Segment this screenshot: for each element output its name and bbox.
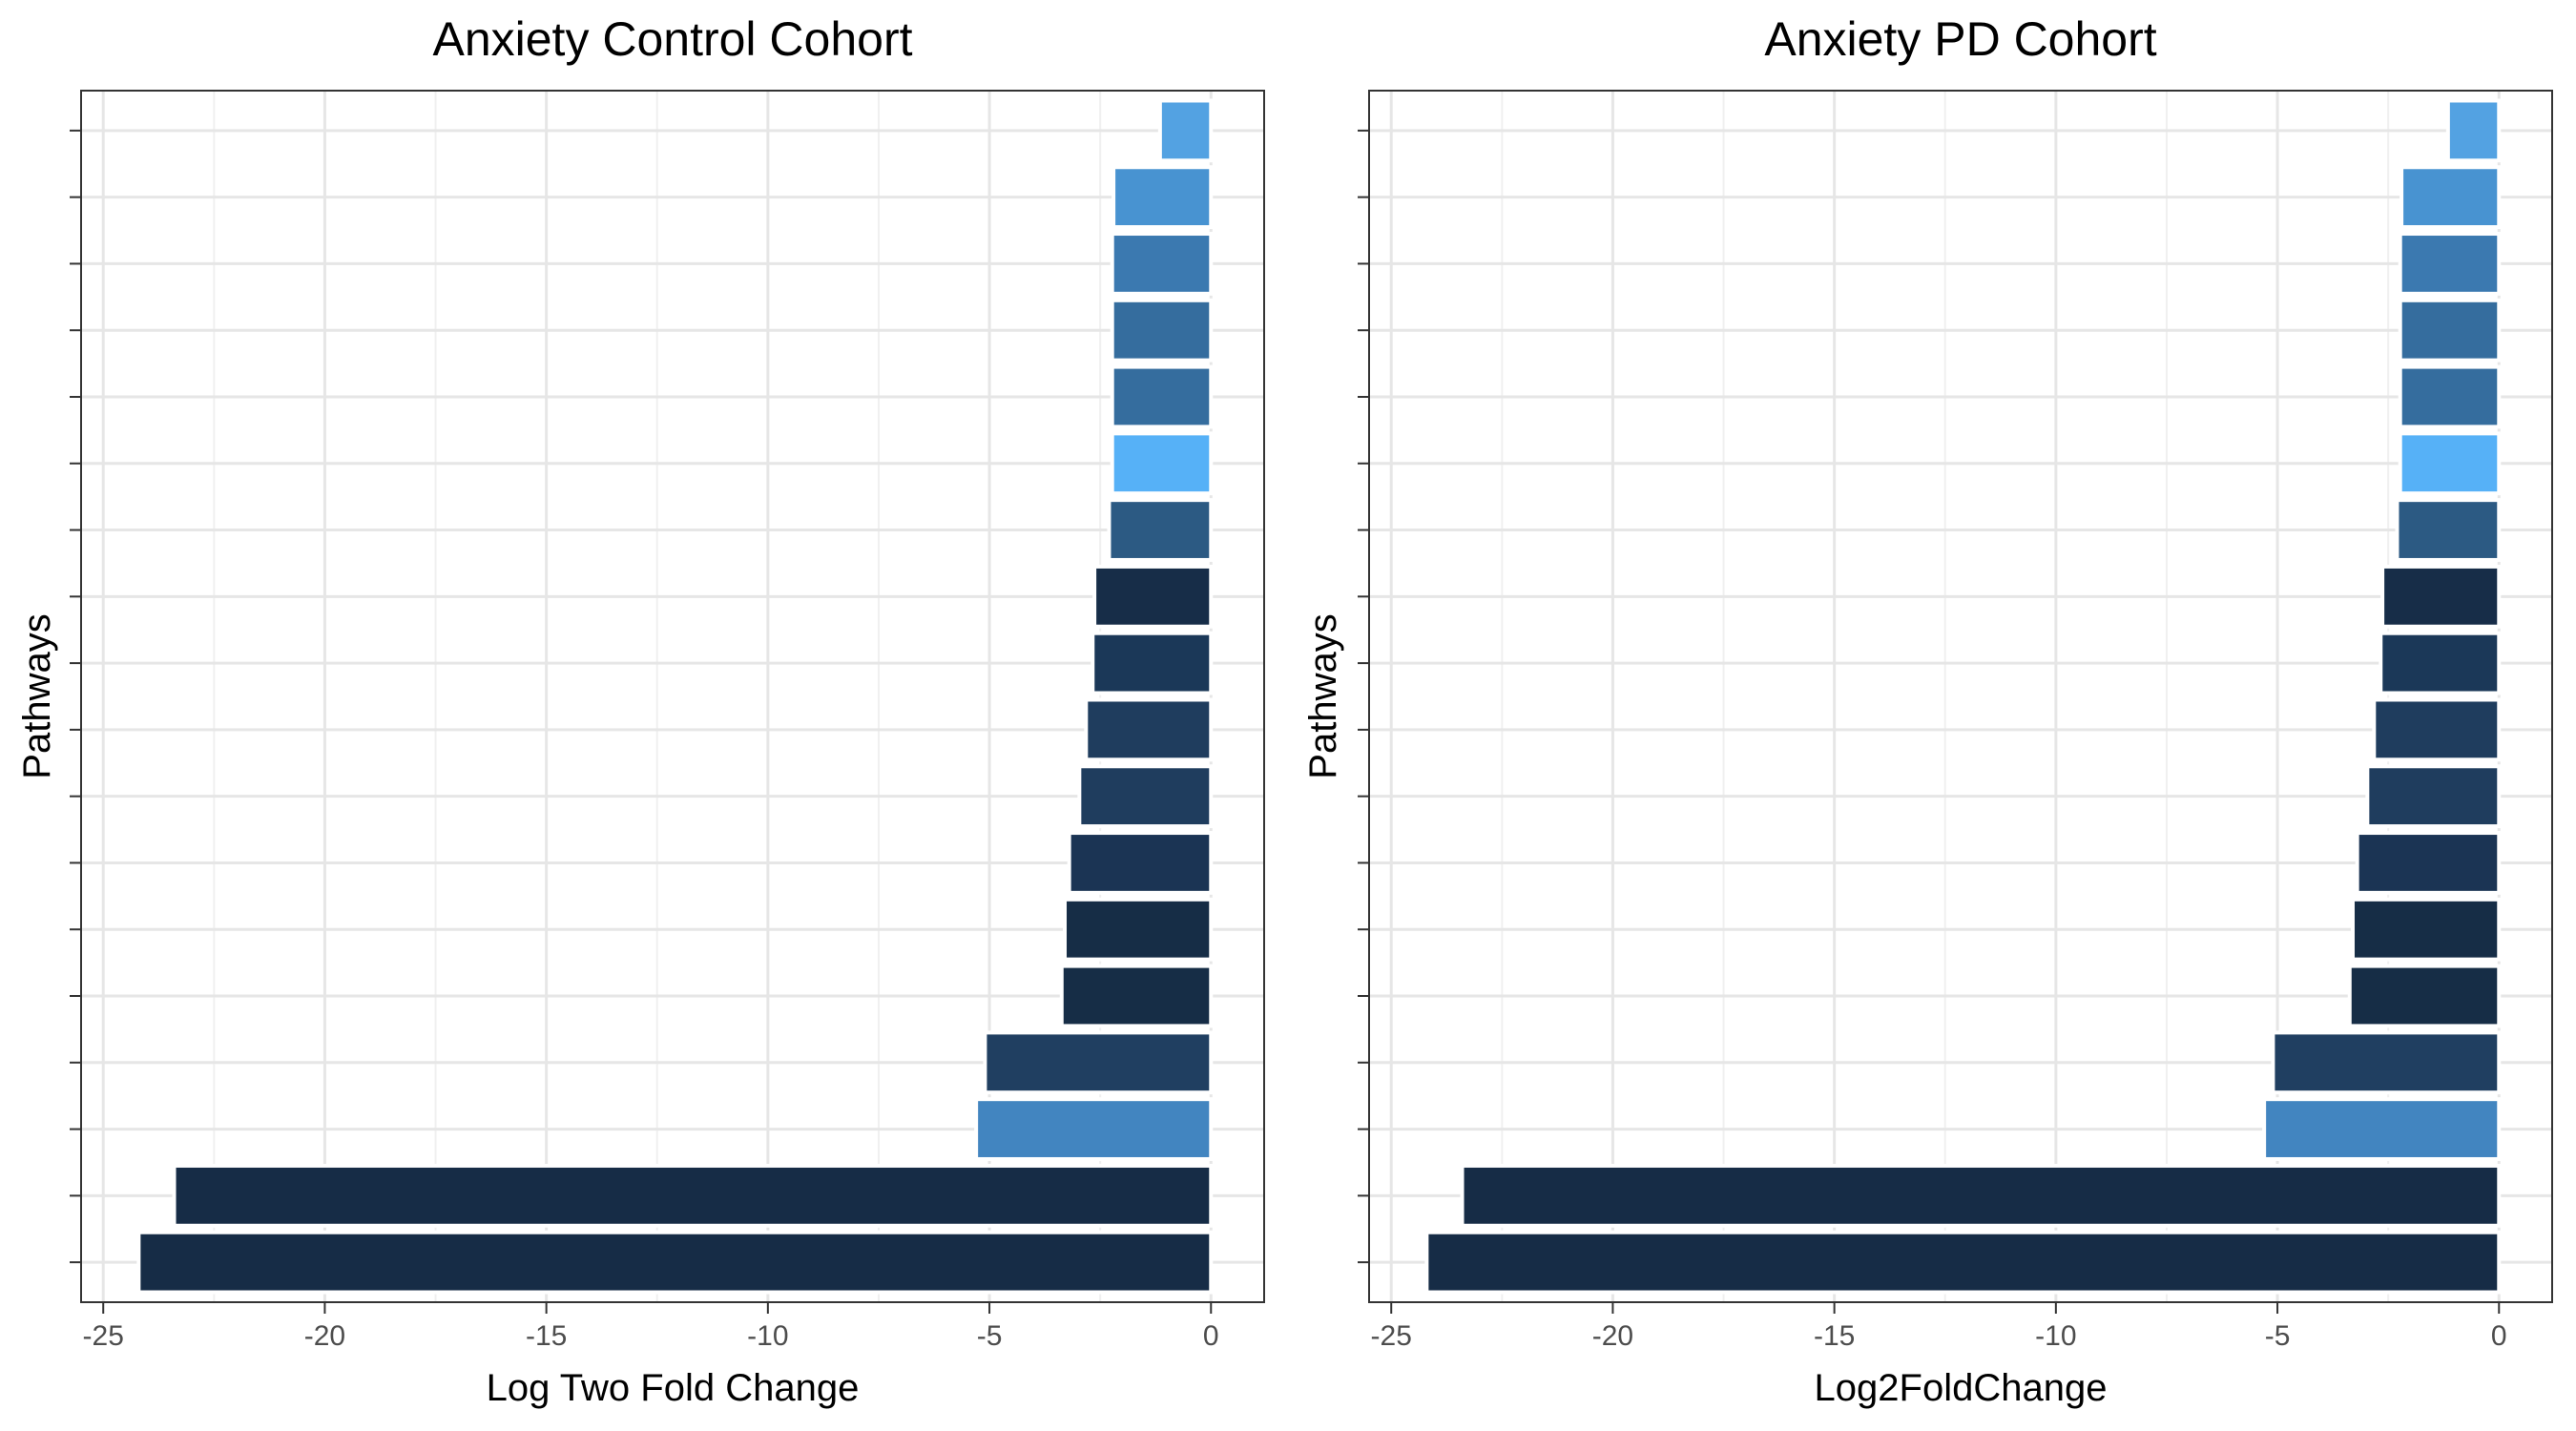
x-axis-title: Log Two Fold Change: [487, 1367, 860, 1409]
bar: [1424, 1230, 2502, 1295]
bar: [2380, 564, 2502, 629]
bar: [1111, 165, 1214, 230]
bar: [1092, 564, 1214, 629]
bar: [2398, 232, 2502, 296]
bar: [2398, 364, 2502, 429]
bar: [2379, 631, 2502, 695]
panel-border: [80, 90, 1265, 1303]
x-tick-label: 0: [2491, 1320, 2507, 1352]
bar: [2365, 764, 2502, 829]
x-tick-label: -10: [747, 1320, 788, 1352]
bar: [2262, 1097, 2502, 1161]
bar: [2398, 298, 2502, 363]
bar: [172, 1163, 1214, 1228]
panel-2: -25 -20 -15 -10 -5 0 Anxiety PD Cohort Log2Fold…: [1302, 12, 2553, 1409]
bar: [974, 1097, 1214, 1161]
bar: [2347, 964, 2502, 1028]
bar: [1110, 364, 1214, 429]
x-tick-label: -20: [1592, 1320, 1633, 1352]
x-tick-label: -20: [304, 1320, 345, 1352]
y-axis-title: Pathways: [1302, 613, 1344, 778]
bar: [2372, 697, 2502, 762]
bar: [2351, 897, 2502, 962]
chart-title: Anxiety Control Cohort: [432, 12, 912, 66]
panel-1: -25 -20 -15 -10 -5 0 Anxiety Control Cohort Log…: [16, 12, 1265, 1409]
bar: [1460, 1163, 2502, 1228]
bar: [1063, 897, 1214, 962]
panel-border: [1368, 90, 2553, 1303]
bar: [1110, 298, 1214, 363]
x-tick-label: -15: [1814, 1320, 1855, 1352]
x-tick-label: -5: [977, 1320, 1003, 1352]
bar: [1107, 498, 1214, 562]
x-tick-label: -25: [83, 1320, 124, 1352]
bar: [2355, 831, 2502, 895]
chart-title: Anxiety PD Cohort: [1764, 12, 2156, 66]
bar: [1157, 98, 1214, 163]
bar: [1110, 232, 1214, 296]
bar: [1077, 764, 1214, 829]
bar: [983, 1030, 1214, 1095]
bar: [2395, 498, 2502, 562]
bar: [1059, 964, 1214, 1028]
bar: [2271, 1030, 2502, 1095]
x-tick-label: -15: [526, 1320, 567, 1352]
bar: [1091, 631, 1214, 695]
bar: [1110, 431, 1214, 496]
y-axis-title: Pathways: [16, 613, 58, 778]
bar: [2399, 165, 2502, 230]
bar: [1067, 831, 1214, 895]
x-tick-label: 0: [1203, 1320, 1219, 1352]
bar: [2445, 98, 2502, 163]
x-tick-label: -10: [2035, 1320, 2076, 1352]
x-tick-label: -25: [1371, 1320, 1412, 1352]
bar: [136, 1230, 1214, 1295]
x-axis-title: Log2FoldChange: [1815, 1367, 2108, 1409]
bar: [1084, 697, 1214, 762]
bar: [2398, 431, 2502, 496]
x-tick-label: -5: [2265, 1320, 2291, 1352]
